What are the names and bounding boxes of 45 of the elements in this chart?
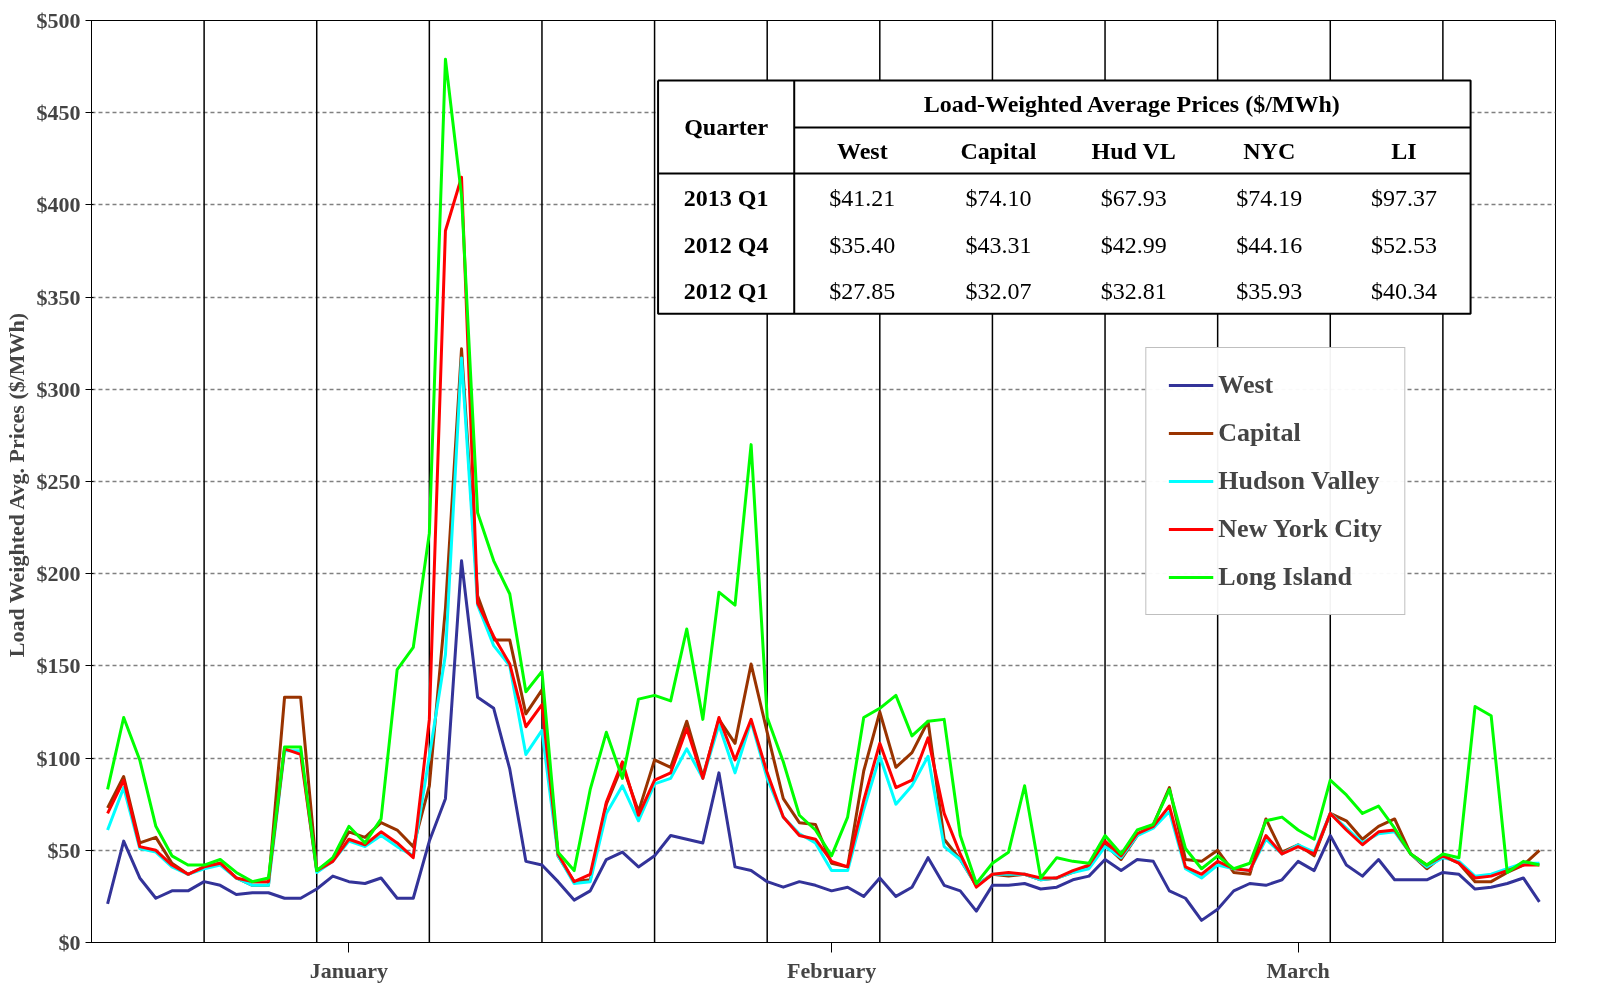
- annotation: Quarter: [684, 113, 769, 140]
- legend-label: New York City: [1218, 514, 1382, 544]
- annotation: $74.10: [965, 184, 1032, 211]
- annotation: Hud VL: [1091, 137, 1176, 164]
- x-tick-label: January: [309, 957, 389, 983]
- annotation: $42.99: [1100, 231, 1167, 258]
- y-tick-label: $300: [36, 376, 81, 402]
- annotation: $41.21: [829, 184, 896, 211]
- annotation: $52.53: [1370, 231, 1437, 258]
- y-tick-label: $150: [36, 653, 81, 679]
- annotation: $32.81: [1100, 277, 1167, 304]
- annotation: $44.16: [1236, 231, 1303, 258]
- y-tick-label: $0: [58, 930, 81, 955]
- annotation: $35.93: [1236, 277, 1303, 304]
- annotation: Load-Weighted Average Prices ($/MWh): [923, 90, 1340, 117]
- annotation: $67.93: [1100, 184, 1167, 211]
- annotation: 2012 Q4: [683, 231, 769, 258]
- x-tick-label: March: [1266, 957, 1330, 983]
- annotation: $43.31: [965, 231, 1032, 258]
- x-tick-label: February: [786, 957, 877, 983]
- annotation: $74.19: [1236, 184, 1303, 211]
- y-tick-label: $400: [36, 192, 81, 218]
- annotation: NYC: [1243, 137, 1296, 164]
- annotation: $32.07: [965, 277, 1032, 304]
- legend-label: Capital: [1218, 418, 1301, 448]
- y-tick-label: $450: [36, 100, 81, 126]
- annotation: West: [836, 137, 888, 164]
- annotation: $35.40: [829, 231, 896, 258]
- y-axis-title: Load Weighted Avg. Prices ($/MWh): [3, 312, 29, 658]
- legend-label: Long Island: [1218, 562, 1352, 592]
- y-tick-label: $100: [36, 745, 81, 771]
- y-tick-label: $200: [36, 561, 81, 587]
- annotation: LI: [1391, 137, 1417, 164]
- legend-label: Hudson Valley: [1218, 466, 1380, 496]
- legend-label: West: [1218, 370, 1274, 400]
- y-tick-label: $500: [36, 8, 81, 33]
- annotation: Capital: [960, 137, 1037, 164]
- y-tick-label: $350: [36, 284, 81, 310]
- annotation: $27.85: [829, 277, 896, 304]
- annotation: 2012 Q1: [683, 277, 769, 304]
- annotation: $97.37: [1370, 184, 1437, 211]
- annotation: $40.34: [1370, 277, 1437, 304]
- y-tick-label: $50: [47, 837, 81, 863]
- y-tick-label: $250: [36, 469, 81, 494]
- annotation: 2013 Q1: [683, 184, 769, 211]
